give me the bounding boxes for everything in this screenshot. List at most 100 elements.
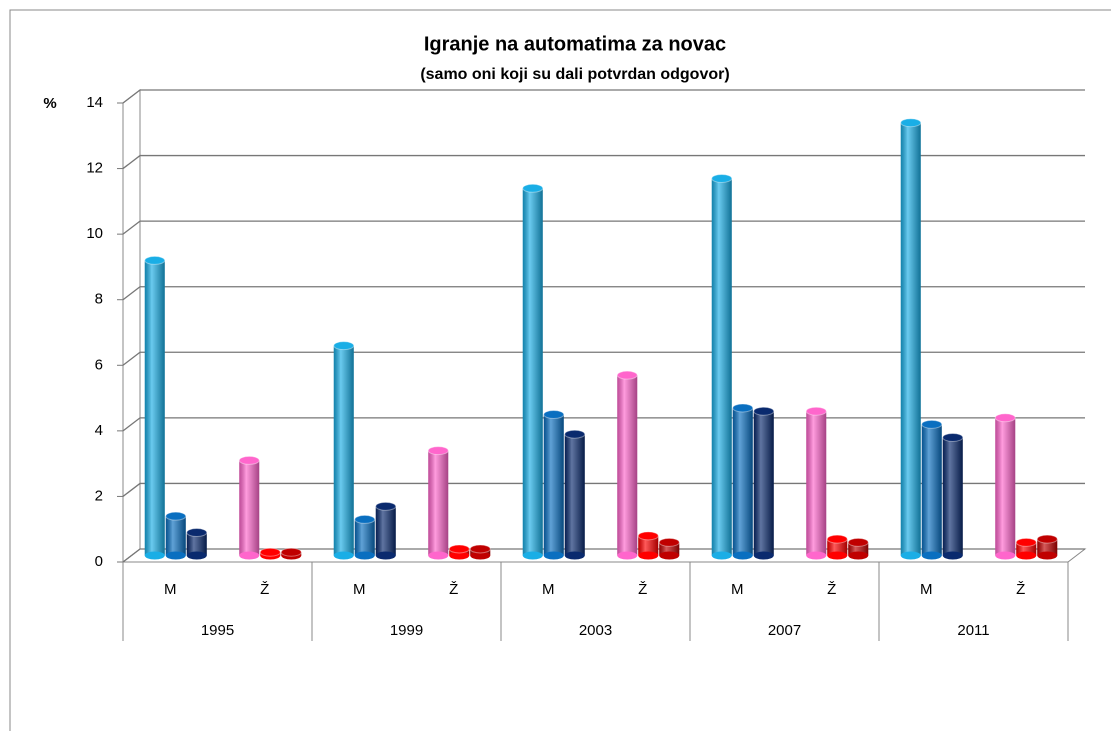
y-tick-label: 6 [95,356,103,373]
group-label: 2003 [579,622,612,639]
bar-top [280,547,302,557]
bar-shade [239,460,260,556]
bar-base [375,551,396,560]
bar-base [522,551,543,560]
grid-line [122,89,1085,104]
bar-top [375,501,397,511]
x-tick-label: M [920,581,933,598]
bar [732,403,754,560]
bar [711,173,733,560]
x-tick-label: M [731,581,744,598]
bar-top [826,534,848,544]
bar [847,537,869,560]
bar-base [449,551,470,560]
bar-top [238,455,260,465]
bar-base [144,551,165,560]
bar [333,341,355,560]
group-label: 2007 [768,622,801,639]
bar [448,544,470,560]
bar-top [900,118,922,128]
y-tick-label: 4 [95,422,103,439]
bar-base [239,551,260,560]
bar-base [428,551,449,560]
bar-base [354,551,375,560]
bar-shade [617,375,638,556]
chart-subtitle: (samo oni koji su dali potvrdan odgovor) [420,66,729,83]
bar-base [753,551,774,560]
bar-base [942,551,963,560]
bar-base [165,551,186,560]
bar-top [1015,537,1037,547]
bar-base [921,551,942,560]
bar-base [732,551,753,560]
bar-base [543,551,564,560]
bar-shade [942,437,963,556]
chart-border [9,9,1111,731]
bar-base [470,551,491,560]
bar-shade [165,516,186,556]
y-axis-label: % [43,95,56,112]
bar-top [144,255,166,265]
bar-base [827,551,848,560]
grid-line [122,220,1085,235]
bar [354,514,376,560]
group-label: 2011 [957,622,989,639]
bar-shade [144,260,165,556]
y-tick-label: 14 [86,94,103,111]
bar-base [333,551,354,560]
bar-base [564,551,585,560]
bar-shade [186,532,207,556]
bar-shade [1037,539,1058,556]
group-label: 1995 [201,622,234,639]
y-tick-label: 0 [95,553,103,570]
side-wall [122,88,141,564]
bar [259,547,281,560]
bar-shade [921,424,942,556]
bar-top [942,432,964,442]
bar-base [806,551,827,560]
bar [616,370,638,560]
bar-top [469,544,491,554]
bar-shade [543,414,564,556]
bar-base [711,551,732,560]
bar-base [848,551,869,560]
bar-top [616,370,638,380]
bar-top [847,537,869,547]
bar [165,511,187,560]
bar [186,528,208,560]
bar [658,537,680,560]
bar-top [753,406,775,416]
bar-top [1036,534,1058,544]
x-tick-label: M [542,581,555,598]
bar [427,446,449,560]
bar [238,455,260,560]
bar-shade [564,434,585,556]
bar-shade [333,345,354,556]
bar [522,183,544,560]
bar [144,255,166,560]
bar [1015,537,1037,560]
bar [543,410,565,560]
bar-base [1016,551,1037,560]
bar [942,432,964,560]
bar [1036,534,1058,560]
bar-top [732,403,754,413]
bar-top [448,544,470,554]
bar-top [333,341,355,351]
bar-shade [995,417,1016,556]
bar-shade [732,407,753,556]
bar [564,429,586,560]
bar-shade [711,178,732,556]
bar-shade [375,506,396,556]
bar [826,534,848,560]
x-tick-label: M [353,581,366,598]
bar-top [711,173,733,183]
bar-shade [753,411,774,556]
bar-base [995,551,1016,560]
bar-base [617,551,638,560]
chart-title: Igranje na automatima za novac [424,33,726,55]
bar-base [1037,551,1058,560]
bar-shade [428,450,449,556]
bar-top [805,406,827,416]
